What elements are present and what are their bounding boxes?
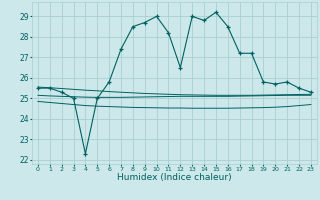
X-axis label: Humidex (Indice chaleur): Humidex (Indice chaleur) — [117, 173, 232, 182]
